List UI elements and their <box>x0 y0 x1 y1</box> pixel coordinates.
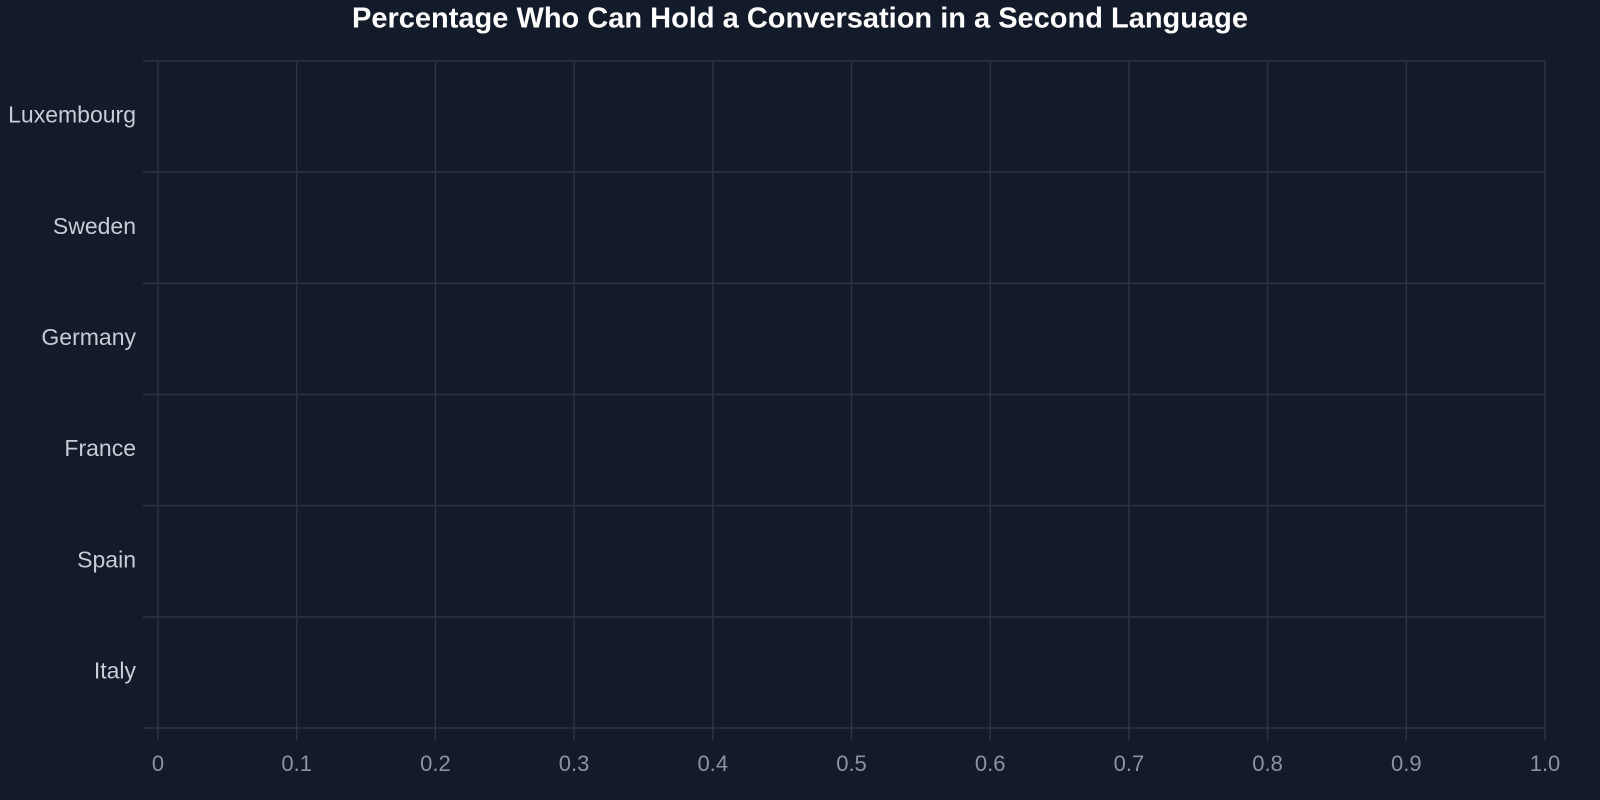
x-tick-label: 0 <box>152 751 164 776</box>
y-tick-label: Italy <box>94 657 137 683</box>
x-tick-label: 0.6 <box>975 751 1006 776</box>
y-tick-label: Spain <box>77 546 136 572</box>
x-tick-label: 0.7 <box>1114 751 1145 776</box>
y-tick-label: Luxembourg <box>8 102 136 128</box>
x-tick-label: 0.2 <box>420 751 451 776</box>
x-tick-label: 0.4 <box>698 751 729 776</box>
x-tick-label: 0.5 <box>836 751 867 776</box>
x-tick-label: 1.0 <box>1530 751 1561 776</box>
y-tick-label: Sweden <box>53 213 136 239</box>
x-tick-label: 0.9 <box>1391 751 1422 776</box>
y-tick-label: Germany <box>41 324 136 350</box>
x-tick-label: 0.3 <box>559 751 590 776</box>
y-tick-label: France <box>64 435 136 461</box>
x-tick-label: 0.8 <box>1252 751 1283 776</box>
chart-title: Percentage Who Can Hold a Conversation i… <box>352 3 1248 35</box>
x-tick-label: 0.1 <box>281 751 312 776</box>
